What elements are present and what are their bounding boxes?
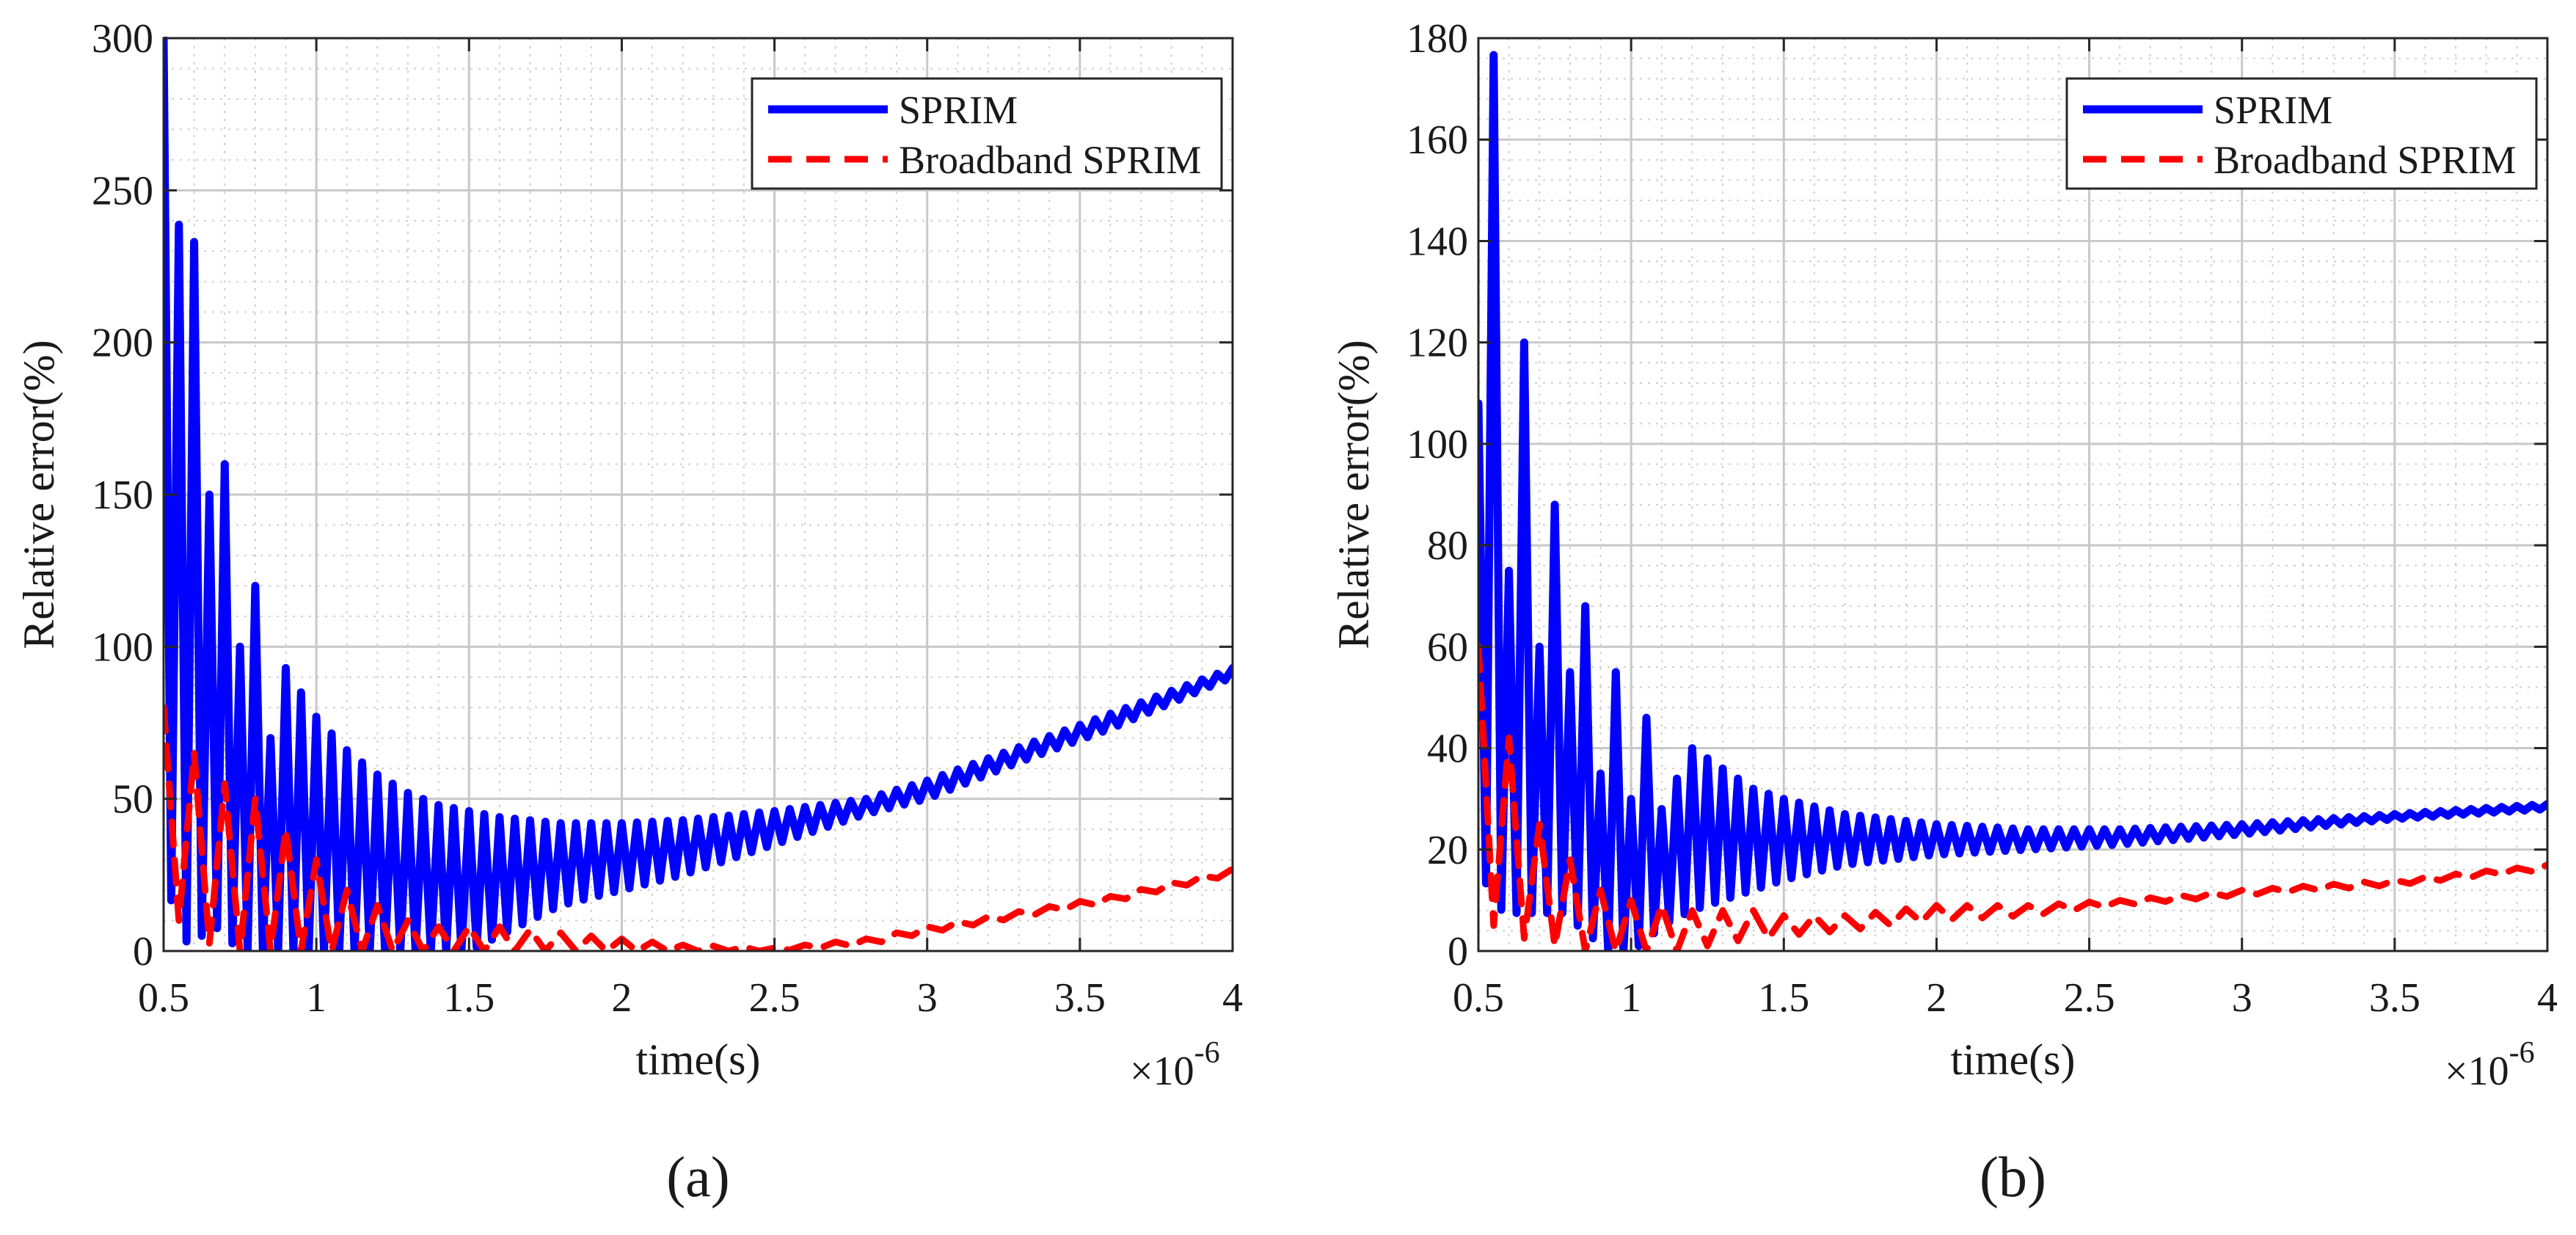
legend-label-sprim: SPRIM [2214, 88, 2332, 132]
x-tick-label: 2.5 [2064, 975, 2115, 1021]
x-tick-label: 1.5 [1758, 975, 1809, 1021]
y-tick-label: 40 [1427, 726, 1468, 772]
y-tick-label: 50 [112, 777, 153, 823]
y-tick-label: 250 [92, 168, 153, 214]
legend: SPRIM Broadband SPRIM [2065, 77, 2538, 190]
x-multiplier-exponent: -6 [1194, 1036, 1220, 1070]
y-tick-label: 150 [92, 473, 153, 518]
y-tick-label: 120 [1406, 321, 1468, 366]
y-tick-label: 0 [133, 929, 153, 974]
y-tick-label: 100 [1406, 422, 1468, 467]
y-tick-label: 60 [1427, 624, 1468, 670]
legend-label-broadband-sprim: Broadband SPRIM [2214, 138, 2517, 182]
legend-box [751, 77, 1223, 190]
x-tick-label: 1 [1621, 975, 1641, 1021]
y-tick-label: 180 [1406, 16, 1468, 62]
y-axis-label: Relative error(%) [1329, 340, 1378, 649]
series-line-sprim [1478, 51, 2547, 951]
series-layer [1478, 51, 2547, 951]
x-tick-label: 3 [2232, 975, 2252, 1021]
panel-a: 0.5 1 1.5 2 2.5 3 3.5 4 0 50 100 150 200 250 300 time(s… [15, 16, 1243, 1209]
y-tick-label: 100 [92, 624, 153, 670]
plot-area [1478, 38, 2547, 951]
x-tick-label: 0.5 [138, 975, 189, 1021]
y-tick-label: 80 [1427, 523, 1468, 569]
x-tick-label: 4 [1222, 975, 1243, 1021]
legend-box [2065, 77, 2538, 190]
legend-label-broadband-sprim: Broadband SPRIM [899, 138, 1202, 182]
x-axis-label: time(s) [636, 1035, 761, 1084]
axes-box [1477, 37, 2549, 952]
x-tick-label: 3.5 [1054, 975, 1106, 1021]
x-multiplier-base: ×10 [2445, 1049, 2509, 1094]
x-tick-label: 1.5 [443, 975, 495, 1021]
legend: SPRIM Broadband SPRIM [751, 77, 1223, 190]
legend-label-sprim: SPRIM [899, 88, 1018, 132]
x-tick-label: 2 [1926, 975, 1946, 1021]
x-axis-label: time(s) [1951, 1035, 2076, 1084]
series-line-sprim [164, 37, 1233, 951]
y-tick-label: 140 [1406, 219, 1468, 264]
x-tick-label: 1 [306, 975, 326, 1021]
y-tick-label: 200 [92, 321, 153, 366]
y-axis-label: Relative error(%) [15, 340, 63, 649]
series-layer [164, 37, 1233, 951]
x-tick-label: 2.5 [749, 975, 800, 1021]
x-tick-label: 4 [2537, 975, 2558, 1021]
panel-b: 0.5 1 1.5 2 2.5 3 3.5 4020406080100120140160180… [1329, 16, 2558, 1209]
series-line-broadband-sprim [164, 704, 1233, 951]
x-tick-label: 0.5 [1453, 975, 1504, 1021]
x-exponent-label: ×10-6 [2445, 1036, 2535, 1094]
x-multiplier-exponent: -6 [2509, 1036, 2535, 1070]
x-multiplier-base: ×10 [1130, 1049, 1194, 1094]
panel-label: (a) [666, 1145, 730, 1209]
x-exponent-label: ×10-6 [1130, 1036, 1220, 1094]
y-tick-label: 0 [1448, 929, 1468, 974]
x-tick-label: 3 [917, 975, 938, 1021]
y-tick-label: 160 [1406, 117, 1468, 163]
x-tick-label: 3.5 [2369, 975, 2420, 1021]
y-tick-label: 20 [1427, 828, 1468, 873]
panel-label: (b) [1980, 1145, 2046, 1209]
y-tick-label: 300 [92, 16, 153, 62]
x-tick-label: 2 [611, 975, 632, 1021]
series-line-broadband-sprim [1478, 643, 2547, 951]
